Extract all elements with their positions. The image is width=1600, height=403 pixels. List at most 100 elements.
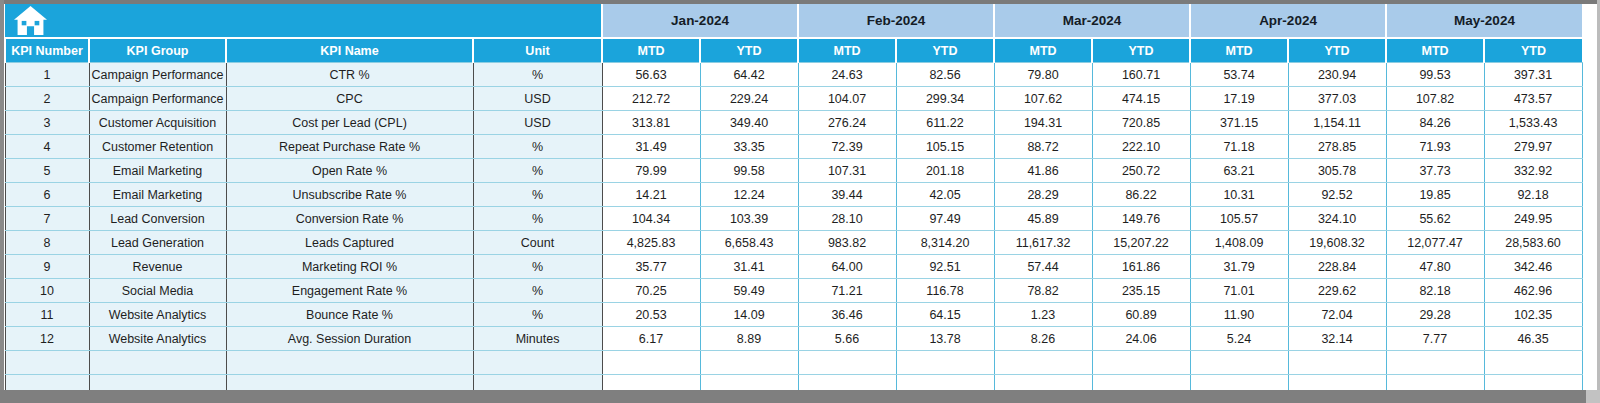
cell-kpi-name[interactable]: Conversion Rate %: [226, 207, 473, 231]
cell-value[interactable]: 72.04: [1288, 303, 1386, 327]
cell-kpi-group[interactable]: Email Marketing: [89, 183, 226, 207]
cell-value[interactable]: 611.22: [896, 111, 994, 135]
cell-value[interactable]: 104.07: [798, 87, 896, 111]
cell-kpi-group[interactable]: Revenue: [89, 255, 226, 279]
cell-value[interactable]: 64.42: [700, 63, 798, 87]
cell-value[interactable]: 31.49: [602, 135, 700, 159]
cell-kpi-group[interactable]: Website Analytics: [89, 303, 226, 327]
cell-kpi-number[interactable]: 2: [5, 87, 89, 111]
cell-value[interactable]: 15,207.22: [1092, 231, 1190, 255]
period-header[interactable]: MTD: [602, 38, 700, 63]
cell-value[interactable]: 8.89: [700, 327, 798, 351]
empty-cell[interactable]: [226, 351, 473, 375]
cell-value[interactable]: 14.09: [700, 303, 798, 327]
column-header[interactable]: KPI Group: [89, 38, 226, 63]
cell-value[interactable]: 324.10: [1288, 207, 1386, 231]
period-header[interactable]: YTD: [1288, 38, 1386, 63]
cell-value[interactable]: 8,314.20: [896, 231, 994, 255]
cell-value[interactable]: 105.57: [1190, 207, 1288, 231]
cell-kpi-number[interactable]: 7: [5, 207, 89, 231]
cell-kpi-number[interactable]: 11: [5, 303, 89, 327]
cell-unit[interactable]: %: [473, 255, 602, 279]
cell-value[interactable]: 104.34: [602, 207, 700, 231]
cell-kpi-group[interactable]: Campaign Performance: [89, 63, 226, 87]
cell-value[interactable]: 1.23: [994, 303, 1092, 327]
cell-value[interactable]: 31.79: [1190, 255, 1288, 279]
cell-kpi-group[interactable]: Social Media: [89, 279, 226, 303]
cell-value[interactable]: 86.22: [1092, 183, 1190, 207]
cell-value[interactable]: 71.18: [1190, 135, 1288, 159]
period-header[interactable]: MTD: [1190, 38, 1288, 63]
cell-value[interactable]: 473.57: [1484, 87, 1582, 111]
cell-value[interactable]: 36.46: [798, 303, 896, 327]
column-header[interactable]: Unit: [473, 38, 602, 63]
empty-cell[interactable]: [5, 351, 89, 375]
cell-value[interactable]: 71.01: [1190, 279, 1288, 303]
cell-value[interactable]: 5.24: [1190, 327, 1288, 351]
cell-unit[interactable]: %: [473, 159, 602, 183]
cell-value[interactable]: 41.86: [994, 159, 1092, 183]
cell-value[interactable]: 92.18: [1484, 183, 1582, 207]
cell-value[interactable]: 305.78: [1288, 159, 1386, 183]
cell-value[interactable]: 160.71: [1092, 63, 1190, 87]
cell-value[interactable]: 235.15: [1092, 279, 1190, 303]
cell-unit[interactable]: %: [473, 135, 602, 159]
cell-value[interactable]: 79.80: [994, 63, 1092, 87]
cell-value[interactable]: 313.81: [602, 111, 700, 135]
cell-value[interactable]: 57.44: [994, 255, 1092, 279]
cell-value[interactable]: 102.35: [1484, 303, 1582, 327]
empty-cell[interactable]: [798, 351, 896, 375]
cell-value[interactable]: 222.10: [1092, 135, 1190, 159]
period-header[interactable]: YTD: [896, 38, 994, 63]
cell-unit[interactable]: USD: [473, 111, 602, 135]
cell-value[interactable]: 19.85: [1386, 183, 1484, 207]
cell-kpi-number[interactable]: 6: [5, 183, 89, 207]
cell-value[interactable]: 4,825.83: [602, 231, 700, 255]
cell-value[interactable]: 19,608.32: [1288, 231, 1386, 255]
cell-value[interactable]: 105.15: [896, 135, 994, 159]
cell-kpi-name[interactable]: Bounce Rate %: [226, 303, 473, 327]
cell-value[interactable]: 82.56: [896, 63, 994, 87]
cell-value[interactable]: 11,617.32: [994, 231, 1092, 255]
cell-kpi-name[interactable]: Open Rate %: [226, 159, 473, 183]
month-header[interactable]: Jan-2024: [602, 4, 798, 38]
cell-value[interactable]: 149.76: [1092, 207, 1190, 231]
cell-value[interactable]: 230.94: [1288, 63, 1386, 87]
column-header[interactable]: KPI Name: [226, 38, 473, 63]
cell-value[interactable]: 342.46: [1484, 255, 1582, 279]
cell-value[interactable]: 64.15: [896, 303, 994, 327]
cell-value[interactable]: 12,077.47: [1386, 231, 1484, 255]
cell-value[interactable]: 28.29: [994, 183, 1092, 207]
cell-value[interactable]: 20.53: [602, 303, 700, 327]
cell-kpi-number[interactable]: 3: [5, 111, 89, 135]
cell-value[interactable]: 59.49: [700, 279, 798, 303]
cell-value[interactable]: 31.41: [700, 255, 798, 279]
month-header[interactable]: May-2024: [1386, 4, 1582, 38]
empty-cell[interactable]: [896, 351, 994, 375]
cell-value[interactable]: 12.24: [700, 183, 798, 207]
cell-kpi-name[interactable]: Engagement Rate %: [226, 279, 473, 303]
cell-value[interactable]: 32.14: [1288, 327, 1386, 351]
cell-unit[interactable]: Count: [473, 231, 602, 255]
cell-value[interactable]: 84.26: [1386, 111, 1484, 135]
cell-unit[interactable]: Minutes: [473, 327, 602, 351]
cell-value[interactable]: 56.63: [602, 63, 700, 87]
cell-value[interactable]: 161.86: [1092, 255, 1190, 279]
period-header[interactable]: YTD: [1092, 38, 1190, 63]
empty-cell[interactable]: [602, 351, 700, 375]
cell-value[interactable]: 71.21: [798, 279, 896, 303]
cell-kpi-name[interactable]: CPC: [226, 87, 473, 111]
cell-value[interactable]: 116.78: [896, 279, 994, 303]
cell-value[interactable]: 88.72: [994, 135, 1092, 159]
cell-value[interactable]: 299.34: [896, 87, 994, 111]
cell-value[interactable]: 201.18: [896, 159, 994, 183]
cell-value[interactable]: 55.62: [1386, 207, 1484, 231]
cell-value[interactable]: 249.95: [1484, 207, 1582, 231]
empty-cell[interactable]: [473, 351, 602, 375]
cell-value[interactable]: 5.66: [798, 327, 896, 351]
cell-value[interactable]: 39.44: [798, 183, 896, 207]
cell-value[interactable]: 78.82: [994, 279, 1092, 303]
cell-value[interactable]: 63.21: [1190, 159, 1288, 183]
cell-kpi-number[interactable]: 8: [5, 231, 89, 255]
empty-cell[interactable]: [1190, 351, 1288, 375]
